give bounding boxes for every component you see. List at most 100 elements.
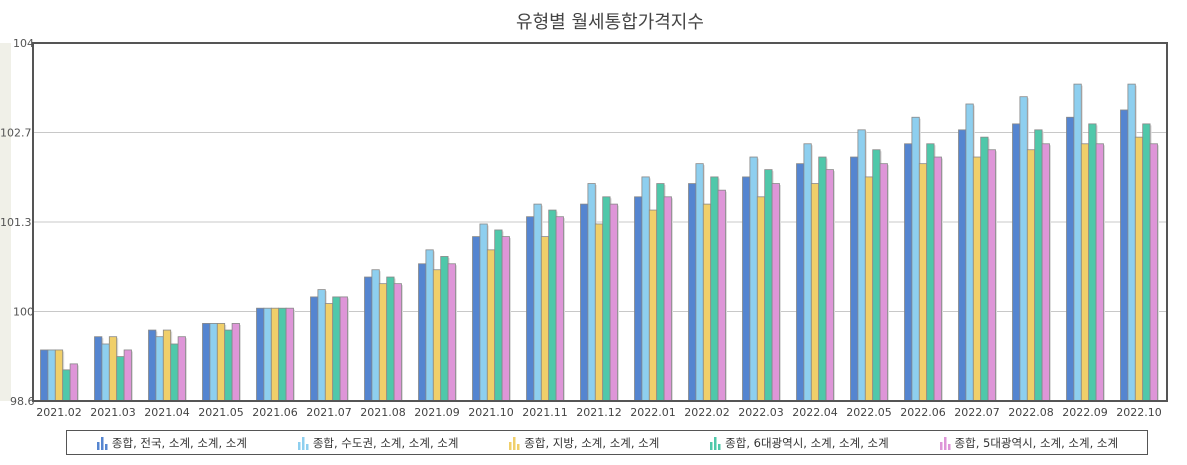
bar — [850, 156, 859, 402]
legend-item[interactable]: 종합, 5대광역시, 소계, 소계, 소계 — [939, 435, 1118, 451]
bar — [818, 156, 827, 402]
bar — [879, 163, 888, 402]
x-tick-label: 2021.04 — [144, 406, 190, 419]
bar — [69, 363, 78, 402]
legend-label: 종합, 수도권, 소계, 소계, 소계 — [312, 435, 459, 450]
bar — [155, 336, 164, 402]
bar — [432, 269, 442, 402]
legend-label: 종합, 전국, 소계, 소계, 소계 — [111, 435, 247, 450]
bar — [1019, 96, 1028, 402]
bar — [1149, 143, 1158, 402]
bar — [472, 236, 481, 402]
bar — [958, 129, 967, 402]
bar-series-icon — [710, 436, 721, 450]
legend-item[interactable]: 종합, 6대광역시, 소계, 소계, 소계 — [709, 435, 889, 451]
x-tick-label: 2021.08 — [360, 406, 406, 419]
x-tick-label: 2022.05 — [846, 406, 892, 419]
bar — [378, 283, 388, 402]
bar — [1120, 109, 1129, 402]
legend-label: 종합, 6대광역시, 소계, 소계, 소계 — [725, 435, 889, 450]
bar — [749, 156, 758, 402]
x-tick-label: 2021.02 — [36, 406, 82, 419]
bar — [317, 289, 326, 402]
bar — [688, 183, 697, 402]
bar — [580, 203, 589, 402]
bar — [1134, 136, 1144, 402]
x-tick-label: 2021.07 — [306, 406, 352, 419]
x-tick-label: 2021.12 — [576, 406, 622, 419]
bar — [864, 176, 874, 402]
bar-series-icon — [96, 436, 108, 450]
bar — [742, 176, 751, 402]
bar — [1142, 123, 1151, 402]
bar — [101, 343, 110, 402]
bar — [371, 269, 380, 402]
bar — [796, 163, 805, 402]
bar — [364, 276, 373, 402]
bar — [209, 323, 218, 402]
bar-series-icon — [509, 436, 520, 450]
bar — [1034, 129, 1043, 402]
legend: 종합, 전국, 소계, 소계, 소계 종합, 수도권, 소계, 소계, 소계 종… — [66, 430, 1148, 455]
bar — [933, 156, 942, 402]
bar — [479, 223, 488, 402]
bar — [40, 349, 49, 402]
bar — [54, 349, 64, 402]
bar — [641, 176, 650, 402]
bar — [418, 263, 427, 402]
bar — [47, 349, 56, 402]
bar — [162, 329, 172, 402]
bar — [393, 283, 402, 402]
legend-item[interactable]: 종합, 지방, 소계, 소계, 소계 — [508, 435, 659, 451]
bar — [540, 236, 550, 402]
bar — [148, 329, 157, 402]
bar — [663, 196, 672, 402]
y-tick-label: 102.7 — [0, 127, 32, 140]
legend-label: 종합, 지방, 소계, 소계, 소계 — [524, 435, 660, 450]
bar — [904, 143, 913, 402]
y-tick-label: 98.6 — [10, 395, 35, 408]
bar — [602, 196, 611, 402]
bar — [533, 203, 542, 402]
bar — [1073, 83, 1082, 402]
bar — [108, 336, 118, 402]
x-tick-label: 2022.03 — [738, 406, 784, 419]
bar — [202, 323, 211, 402]
legend-item[interactable]: 종합, 수도권, 소계, 소계, 소계 — [297, 435, 459, 451]
bar — [594, 223, 604, 402]
x-tick-label: 2022.10 — [1116, 406, 1162, 419]
bar — [764, 169, 773, 402]
bar — [803, 143, 812, 402]
bar — [702, 203, 712, 402]
bar — [810, 183, 820, 402]
bar — [695, 163, 704, 402]
x-tick-label: 2022.01 — [630, 406, 676, 419]
x-tick-label: 2021.06 — [252, 406, 298, 419]
bar — [648, 209, 658, 402]
bar — [1127, 83, 1136, 402]
bar — [324, 303, 334, 402]
legend-item[interactable]: 종합, 전국, 소계, 소계, 소계 — [96, 435, 247, 451]
bar — [501, 236, 510, 402]
x-tick-label: 2022.06 — [900, 406, 946, 419]
bar — [1080, 143, 1090, 402]
bar — [756, 196, 766, 402]
bar — [386, 276, 395, 402]
bar — [224, 329, 233, 402]
bar-series-icon — [939, 436, 951, 450]
bar — [256, 307, 265, 402]
bar — [270, 307, 280, 402]
bar-series-icon — [297, 436, 309, 450]
bar — [609, 203, 618, 402]
bar — [116, 356, 125, 402]
bar — [555, 216, 564, 402]
bar — [1041, 143, 1050, 402]
bar — [857, 129, 866, 402]
x-tick-label: 2022.02 — [684, 406, 730, 419]
bar — [526, 216, 535, 402]
bar — [94, 336, 103, 402]
bar — [447, 263, 456, 402]
bar — [440, 256, 449, 402]
